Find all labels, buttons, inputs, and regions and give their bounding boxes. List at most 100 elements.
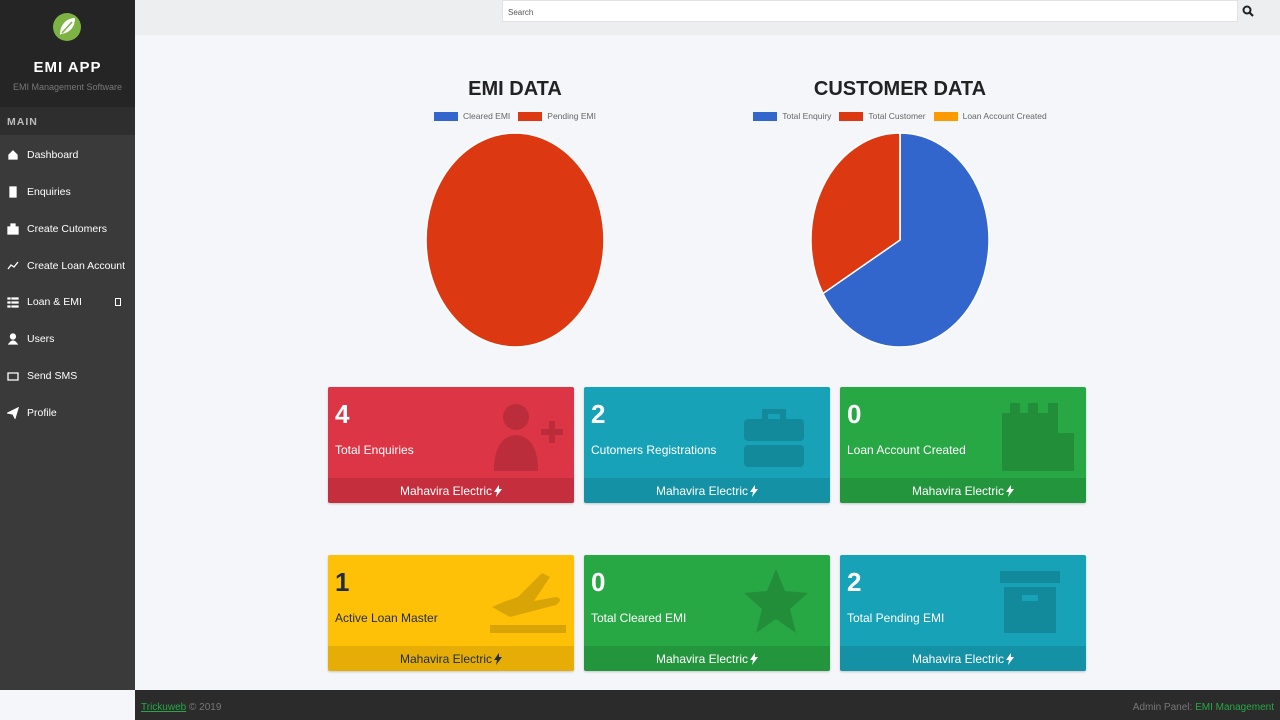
chart: EMI DATA Cleared EMI Pending EMI [305, 70, 725, 360]
nav-item[interactable]: Create Loan Account [0, 256, 135, 276]
legend-swatch [839, 111, 864, 121]
pie-slice [425, 132, 605, 348]
nav-icon [8, 150, 18, 160]
section-title: MAIN [7, 116, 38, 128]
nav-label: Loan & EMI [27, 296, 82, 308]
nav-label: Users [27, 333, 55, 345]
legend-item: Loan Account Created [933, 111, 1047, 121]
legend-swatch [434, 111, 459, 121]
card-footer[interactable]: Mahavira Electric [328, 478, 574, 503]
pie-slice [810, 132, 901, 295]
icon-shape [7, 407, 19, 419]
legend-swatch [518, 111, 543, 121]
chart-title: CUSTOMER DATA [813, 78, 987, 100]
card-value: 4 [335, 399, 350, 429]
pie [810, 132, 990, 348]
bolt-icon [1006, 484, 1015, 497]
panel-label: Admin Panel: [1132, 702, 1193, 713]
card-icon [494, 404, 563, 471]
card-value: 1 [335, 567, 350, 597]
nav-item[interactable]: Dashboard [0, 145, 135, 165]
icon-shape [9, 186, 17, 198]
legend-label: Cleared EMI [463, 111, 511, 121]
legend-item: Total Enquiry [753, 111, 831, 121]
stat-card: 0 Loan Account Created Mahavira Electric [840, 387, 1086, 503]
card-footer[interactable]: Mahavira Electric [328, 646, 574, 671]
bolt [750, 652, 759, 665]
card-icon [1000, 571, 1060, 633]
legend: Cleared EMI Pending EMI [305, 111, 725, 121]
nav-label: Profile [27, 407, 57, 419]
panel-name[interactable]: EMI Management [1195, 702, 1274, 713]
bolt [1006, 652, 1015, 665]
nav-item[interactable]: Profile [0, 403, 135, 423]
icon-shape [7, 261, 19, 270]
legend-item: Cleared EMI [434, 111, 510, 121]
legend-swatch [933, 111, 958, 121]
bolt [494, 652, 503, 665]
nav-icon [7, 297, 19, 308]
card-footer[interactable]: Mahavira Electric [840, 478, 1086, 503]
card-value: 0 [591, 567, 606, 597]
pie-slice [821, 132, 990, 348]
nav-item[interactable]: Users [0, 329, 135, 349]
card-value: 2 [847, 567, 862, 597]
card-icon [744, 569, 808, 633]
pie [425, 132, 605, 348]
legend-item: Pending EMI [518, 111, 596, 121]
nav-icon [7, 407, 19, 419]
icon-shape [7, 333, 19, 345]
nav-label: Send SMS [27, 370, 78, 382]
stat-card: 2 Cutomers Registrations Mahavira Electric [584, 387, 830, 503]
stat-card: 1 Active Loan Master Mahavira Electric [328, 555, 574, 671]
footer-link[interactable]: Trickuweb [141, 702, 187, 713]
sidebar: EMI APP EMI Management Software MAIN Das… [0, 0, 135, 690]
bolt-icon [494, 484, 503, 497]
card-label: Cutomers Registrations [591, 443, 717, 457]
card-footer-text: Mahavira Electric [911, 651, 1005, 666]
card-icon [490, 573, 566, 633]
icon-shape [7, 372, 19, 381]
tagline: EMI Management Software [12, 82, 123, 92]
brand: EMI APP [33, 59, 102, 76]
search-input[interactable]: Search [502, 0, 1238, 22]
footer-left: Trickuweb © 2019 [141, 702, 221, 713]
footer-right: Admin Panel: EMI Management [1133, 702, 1274, 713]
card-footer-text: Mahavira Electric [655, 651, 749, 666]
nav-item[interactable]: Loan & EMI [0, 292, 135, 312]
stat-card: 2 Total Pending EMI Mahavira Electric [840, 555, 1086, 671]
card-icon [1002, 403, 1074, 471]
card-footer[interactable]: Mahavira Electric [840, 646, 1086, 671]
card-label: Total Cleared EMI [591, 611, 687, 625]
icon-shape [7, 297, 19, 308]
section-bar: MAIN [0, 107, 135, 135]
card-footer-text: Mahavira Electric [655, 483, 749, 498]
bolt [494, 484, 503, 497]
bolt-icon [1006, 652, 1015, 665]
nav-icon [9, 186, 17, 198]
nav-icon [7, 261, 19, 270]
card-footer-text: Mahavira Electric [911, 483, 1005, 498]
logo [53, 13, 81, 41]
nav-label: Enquiries [27, 186, 71, 198]
nav-icon [7, 333, 19, 345]
chart-title: EMI DATA [468, 78, 562, 100]
search-button[interactable] [1242, 5, 1254, 17]
stat-card: 0 Total Cleared EMI Mahavira Electric [584, 555, 830, 671]
nav-item[interactable]: Create Cutomers [0, 219, 135, 239]
footer: Trickuweb © 2019 Admin Panel: EMI Manage… [135, 690, 1280, 720]
card-icon [744, 409, 804, 467]
card-footer[interactable]: Mahavira Electric [584, 478, 830, 503]
icon-shape [7, 223, 19, 235]
nav-item[interactable]: Enquiries [0, 182, 135, 202]
bolt [750, 484, 759, 497]
nav-icon [7, 372, 19, 381]
legend-label: Total Customer [868, 111, 926, 121]
card-label: Active Loan Master [335, 611, 438, 625]
card-footer[interactable]: Mahavira Electric [584, 646, 830, 671]
expand-indicator [115, 298, 121, 306]
nav-label: Create Loan Account [27, 260, 126, 272]
nav-item[interactable]: Send SMS [0, 366, 135, 386]
chart: CUSTOMER DATA Total Enquiry Total Customer… [690, 70, 1110, 360]
